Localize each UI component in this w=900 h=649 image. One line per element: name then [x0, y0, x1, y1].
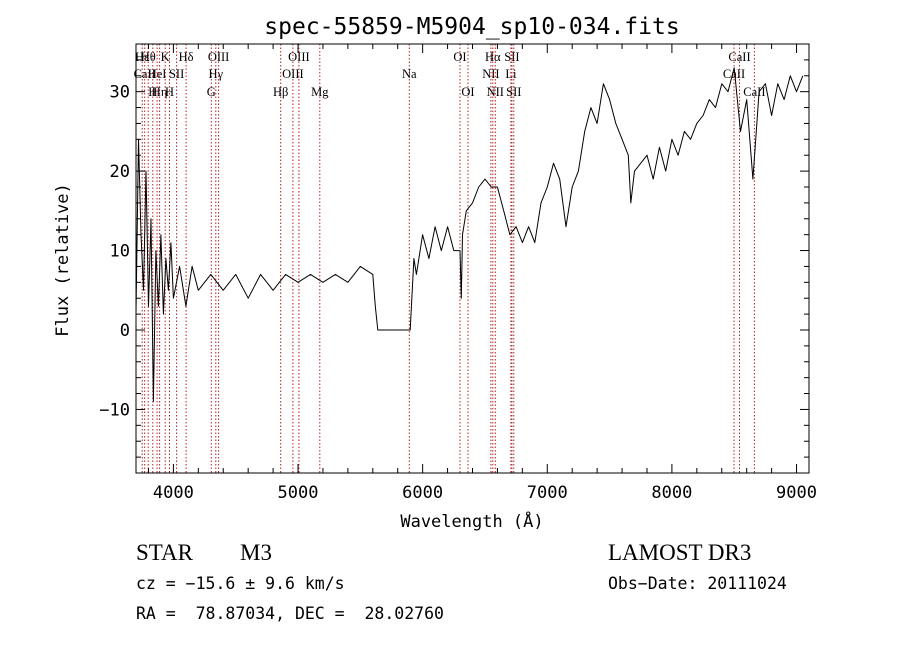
spectral-line-label: Li	[505, 67, 517, 81]
spectral-line-label: NII	[482, 67, 499, 81]
axes-layer: 4000 5000 6000 7000 8000 9000 −10 0 10 20 30	[99, 44, 817, 503]
spectral-line-label: CaII	[723, 67, 745, 81]
spectral-line-label: Hα	[485, 50, 501, 64]
series-layer	[135, 67, 804, 402]
x-tick-label: 8000	[651, 483, 692, 503]
spectral-line-label: CaII	[743, 85, 765, 99]
spectral-line-label: Hδ	[179, 50, 194, 64]
spectral-line-label: OIII	[282, 67, 304, 81]
plot-frame	[135, 43, 810, 474]
x-tick-label: 4000	[153, 483, 194, 503]
y-tick-label: 20	[110, 162, 130, 182]
y-tick-label: 0	[120, 321, 130, 341]
spectral-line-label: OI	[461, 85, 474, 99]
x-tick-label: 6000	[402, 483, 443, 503]
x-tick-label: 9000	[776, 483, 817, 503]
y-tick-label: 30	[110, 83, 130, 103]
spectral-line-label: OIII	[208, 50, 230, 64]
spectral-line-label: Hγ	[209, 67, 224, 81]
redshift-text: cz = −15.6 ± 9.6 km/s	[136, 574, 345, 593]
survey-name: LAMOST DR3	[608, 540, 752, 565]
x-tick-label: 7000	[527, 483, 568, 503]
y-tick-label: 10	[110, 242, 130, 262]
coordinates: RA = 78.87034, DEC = 28.02760	[136, 604, 444, 623]
spectral-line-label: HeI	[148, 67, 167, 81]
spectral-line-label: G	[207, 85, 216, 99]
x-tick-label: 5000	[278, 483, 319, 503]
spectral-line-label: H	[165, 85, 174, 99]
spectral-line-label: Mg	[311, 85, 329, 99]
y-tick-label: −10	[99, 400, 130, 420]
spectral-line-label: OIII	[288, 50, 310, 64]
chart-title: spec-55859-M5904_sp10-034.fits	[264, 14, 679, 40]
observation-date: Obs−Date: 20111024	[608, 574, 787, 593]
spectral-line-label: K	[161, 50, 170, 64]
object-subclass: M3	[240, 540, 272, 565]
x-axis-label: Wavelength (Å)	[400, 510, 543, 532]
spectral-lines-layer: Hε CaII Hθ H HeI Hη K H SII Hδ G Hγ OIII Hβ OIII OIII Mg…	[134, 44, 766, 473]
spectral-line-label: SII	[169, 67, 184, 81]
spectral-line-label: Hε	[135, 50, 149, 64]
spectrum-series-line	[135, 67, 804, 402]
y-axis-label: Flux (relative)	[53, 183, 73, 337]
spectral-line-label: SII	[504, 50, 519, 64]
spectral-line-label: Hη	[152, 85, 168, 99]
spectral-line-label: NII	[487, 85, 504, 99]
object-class: STAR	[136, 540, 193, 565]
spectral-line-label: SII	[506, 85, 521, 99]
spectral-line-label: Hβ	[273, 85, 288, 99]
spectral-line-label: CaII	[728, 50, 750, 64]
spectral-line-label: Na	[402, 67, 417, 81]
spectral-line-label: Hθ	[141, 50, 156, 64]
spectral-line-label: CaII	[134, 67, 156, 81]
spectral-line-label: OI	[453, 50, 466, 64]
spectral-line-label: H	[148, 85, 157, 99]
